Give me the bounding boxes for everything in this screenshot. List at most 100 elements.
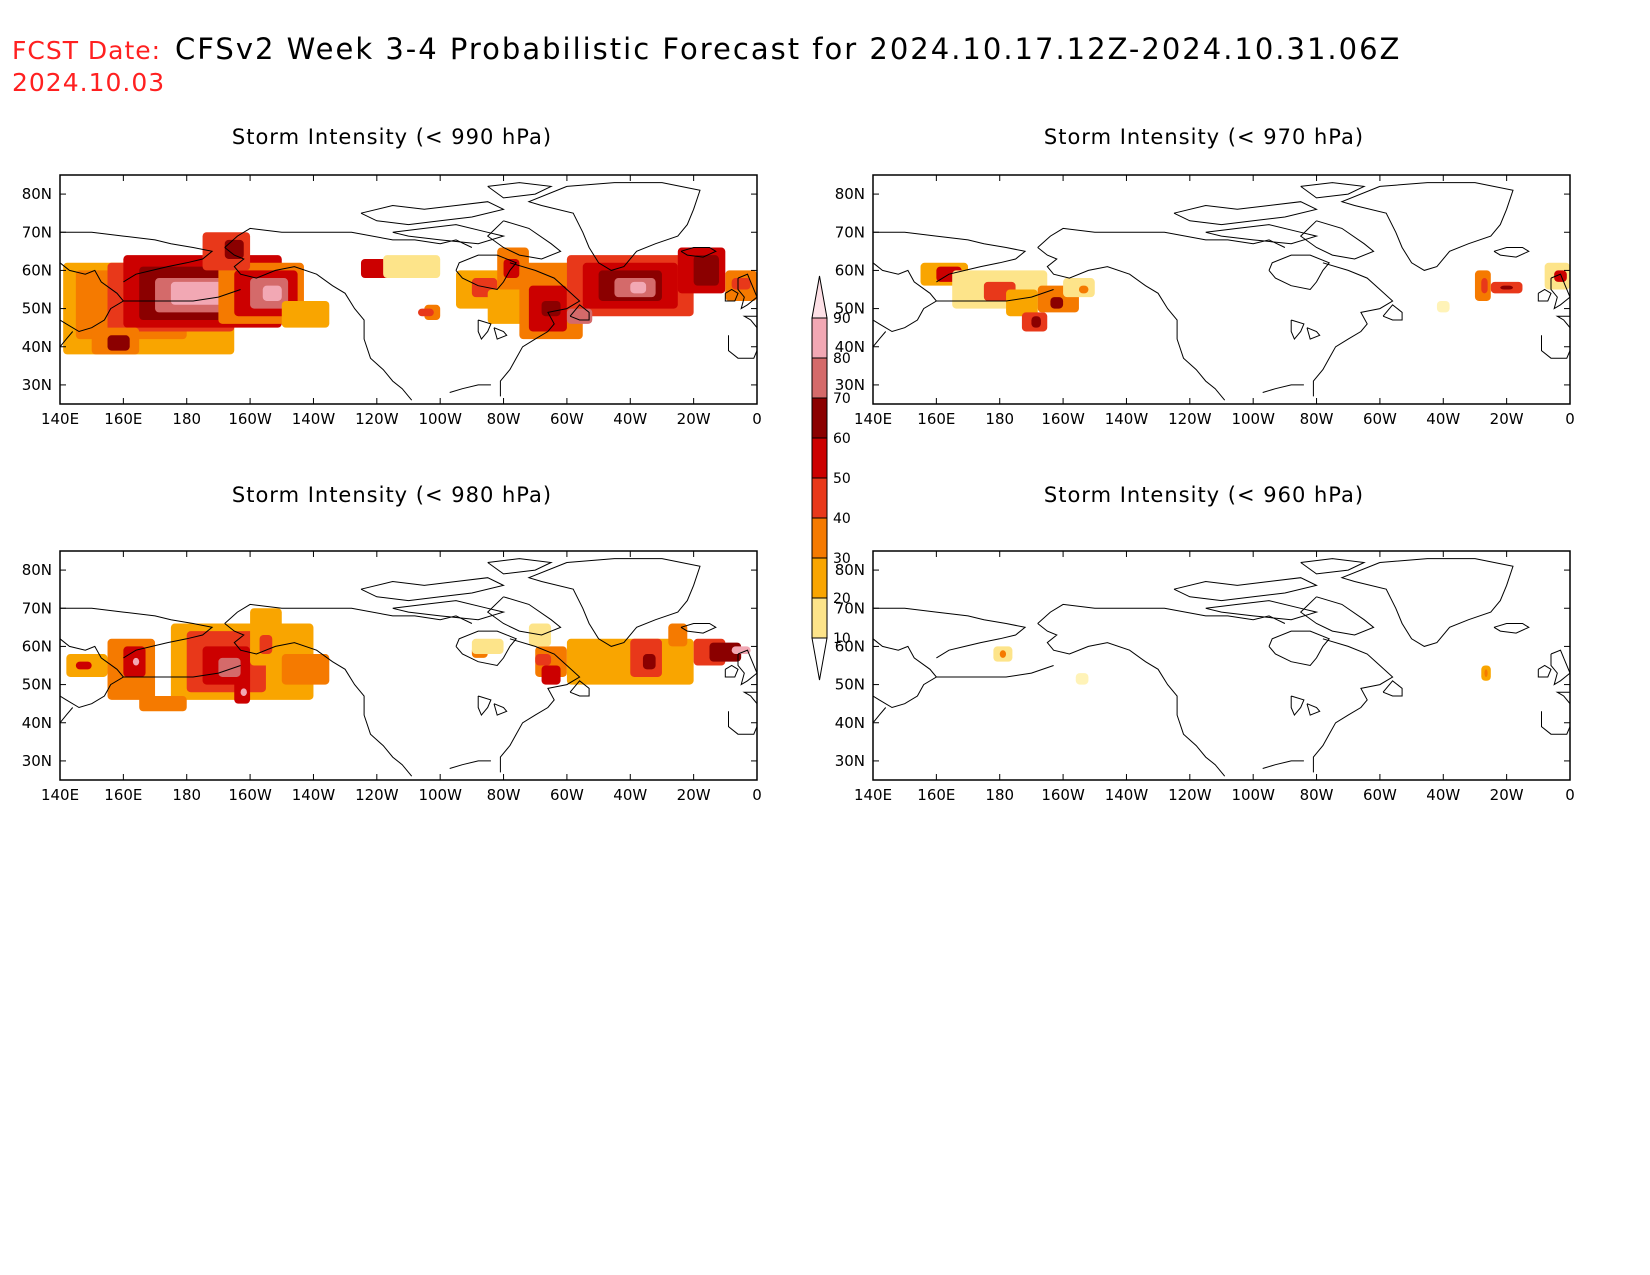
map-frame <box>872 550 1571 781</box>
probability-cell <box>642 654 656 670</box>
coastline-path <box>742 315 757 329</box>
lat-label: 60N <box>22 637 52 655</box>
lon-label: 160W <box>1041 786 1085 804</box>
colorbar-label: 30 <box>833 551 851 567</box>
probability-cell <box>1075 673 1089 685</box>
lon-label: 100W <box>418 786 462 804</box>
map-frame <box>59 550 758 781</box>
lon-label: 40W <box>1426 410 1460 428</box>
coastline-path <box>1262 384 1304 393</box>
lat-label: 80N <box>22 185 52 203</box>
lat-label: 70N <box>835 599 865 617</box>
lon-label: 140W <box>292 410 336 428</box>
probability-cell <box>541 665 561 685</box>
lat-label: 40N <box>835 338 865 356</box>
lon-label: 60W <box>1363 786 1397 804</box>
probability-cell <box>1481 278 1488 294</box>
coastline-path <box>527 182 701 271</box>
probability-cell <box>487 289 529 324</box>
coastlines <box>60 182 757 401</box>
lon-label: 100W <box>1231 410 1275 428</box>
coastline-path <box>392 600 506 621</box>
probability-cell <box>132 657 140 666</box>
lat-label: 30N <box>22 752 52 770</box>
lat-label: 30N <box>835 376 865 394</box>
colorbar-extension-top <box>811 275 828 319</box>
lon-label: 0 <box>1565 786 1575 804</box>
colorbar-label: 60 <box>833 431 851 447</box>
coastline-path <box>1306 327 1321 340</box>
coastline-path <box>1555 315 1570 329</box>
fcst-date-value: 2024.10.03 <box>12 68 166 97</box>
lon-label: 120W <box>355 786 399 804</box>
colorbar-swatch <box>811 437 828 479</box>
coastline-path <box>569 304 590 321</box>
colorbar-swatch <box>811 317 828 359</box>
probability-cell <box>1031 316 1041 328</box>
coastline-path <box>1493 623 1530 634</box>
coastline-path <box>477 319 492 341</box>
lat-label: 50N <box>22 676 52 694</box>
probability-cell <box>218 657 241 677</box>
coastline-path <box>724 288 739 302</box>
colorbar-extension-bottom <box>811 637 828 681</box>
figure-title: CFSv2 Week 3-4 Probabilistic Forecast fo… <box>175 32 1402 66</box>
coastline-path <box>455 254 518 291</box>
colorbar-label: 80 <box>833 351 851 367</box>
coastline-path <box>569 680 590 697</box>
colorbar-legend: 10 20 30 40 50 60 70 80 90 <box>811 275 851 681</box>
coastline-path <box>724 664 739 678</box>
coastline-path <box>873 707 887 724</box>
coastline-path <box>449 760 491 769</box>
coastline-path <box>873 607 1027 659</box>
coastline-path <box>1382 680 1403 697</box>
probability-cell <box>1078 285 1089 294</box>
coastline-path <box>1537 288 1552 302</box>
coastline-path <box>487 558 553 575</box>
lon-label: 140W <box>1105 786 1149 804</box>
lat-label: 30N <box>835 752 865 770</box>
coastline-path <box>1173 577 1318 602</box>
coastline-path <box>1299 596 1375 636</box>
coastline-path <box>1550 649 1570 686</box>
probability-cell <box>1484 669 1488 677</box>
coastline-path <box>123 289 241 302</box>
lon-label: 80W <box>1300 410 1334 428</box>
probability-cell <box>471 638 504 655</box>
lon-label: 0 <box>1565 410 1575 428</box>
probability-cell <box>999 650 1007 658</box>
lat-label: 60N <box>835 261 865 279</box>
probability-cell <box>170 281 225 305</box>
coastline-path <box>1173 201 1318 226</box>
lon-label: 20W <box>677 410 711 428</box>
probability-cell <box>535 654 552 666</box>
coastline-path <box>936 665 1054 678</box>
coastline-path <box>873 231 1027 283</box>
coastline-path <box>1493 247 1530 258</box>
lat-label: 60N <box>22 261 52 279</box>
probability-cell <box>1436 300 1450 313</box>
coastline-path <box>487 182 553 199</box>
coastline-path <box>1299 220 1375 260</box>
lon-label: 140E <box>854 786 892 804</box>
colorbar-label: 70 <box>833 391 851 407</box>
coastline-path <box>477 695 492 717</box>
coastline-path <box>1541 711 1570 735</box>
panel-title-960: Storm Intensity (< 960 hPa) <box>1043 483 1365 507</box>
lon-label: 140E <box>41 786 79 804</box>
lon-label: 0 <box>752 786 762 804</box>
coastline-path <box>224 603 473 624</box>
lon-label: 40W <box>1426 786 1460 804</box>
probability-cell <box>1554 270 1567 282</box>
coastline-path <box>1550 273 1570 310</box>
coastline-path <box>486 596 562 636</box>
coastline-path <box>1541 335 1570 359</box>
coastline-path <box>493 327 508 340</box>
probability-cell <box>383 255 441 279</box>
lat-label: 70N <box>835 223 865 241</box>
lat-label: 30N <box>22 376 52 394</box>
lon-label: 160E <box>104 410 142 428</box>
lat-label: 70N <box>22 599 52 617</box>
panel-title-980: Storm Intensity (< 980 hPa) <box>231 483 553 507</box>
lat-label: 40N <box>835 714 865 732</box>
